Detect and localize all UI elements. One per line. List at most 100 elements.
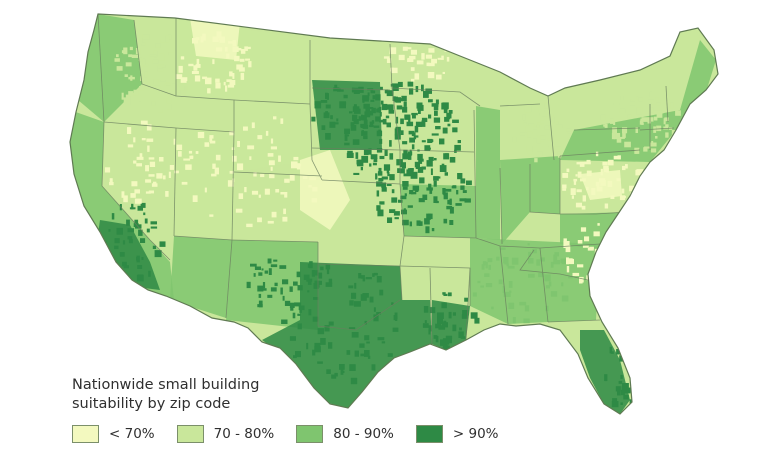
zip-patch-109 — [427, 138, 433, 143]
zip-patch-969 — [258, 293, 262, 298]
zip-patch-474 — [464, 342, 471, 345]
zip-patch-774 — [549, 116, 555, 124]
zip-patch-577 — [240, 49, 246, 54]
zip-patch-80 — [380, 86, 383, 90]
zip-patch-945 — [307, 290, 310, 293]
zip-patch-662 — [575, 202, 582, 208]
zip-patch-468 — [441, 302, 447, 309]
zip-patch-757 — [534, 158, 538, 163]
zip-patch-108 — [353, 172, 360, 175]
zip-patch-289 — [386, 184, 392, 186]
zip-patch-625 — [570, 188, 576, 195]
zip-patch-440 — [317, 361, 323, 364]
zip-patch-199 — [336, 118, 339, 122]
zip-patch-506 — [183, 158, 191, 161]
zip-patch-676 — [389, 47, 397, 55]
zip-patch-350 — [604, 374, 608, 382]
zip-patch-655 — [600, 179, 606, 186]
zip-patch-198 — [343, 94, 348, 99]
zip-patch-732 — [131, 181, 138, 187]
zip-patch-641 — [629, 185, 635, 192]
zip-patch-385 — [320, 266, 324, 271]
zip-patch-889 — [160, 38, 167, 43]
zip-patch-226 — [459, 198, 467, 202]
zip-patch-476 — [460, 336, 466, 339]
legend-items: < 70% 70 - 80% 80 - 90% > 90% — [72, 425, 542, 443]
zip-patch-336 — [114, 245, 119, 250]
zip-patch-432 — [360, 294, 367, 301]
zip-patch-18 — [435, 126, 441, 130]
zip-patch-314 — [137, 205, 143, 211]
zip-patch-788 — [610, 118, 614, 124]
zip-patch-272 — [404, 193, 407, 197]
zip-patch-535 — [273, 116, 277, 120]
zip-patch-645 — [576, 162, 583, 165]
zip-patch-723 — [147, 145, 150, 152]
zip-patch-799 — [675, 132, 679, 140]
zip-patch-831 — [656, 102, 661, 106]
zip-patch-98 — [411, 144, 415, 150]
zip-patch-62 — [371, 157, 374, 160]
zip-patch-451 — [297, 323, 302, 330]
zip-patch-525 — [283, 208, 286, 215]
zip-patch-766 — [536, 125, 540, 128]
zip-patch-746 — [526, 145, 533, 153]
zip-patch-529 — [181, 181, 188, 185]
zip-patch-650 — [573, 180, 577, 185]
zip-patch-139 — [404, 114, 411, 120]
zip-patch-252 — [426, 213, 433, 220]
zip-patch-765 — [542, 145, 549, 148]
zip-patch-689 — [402, 46, 408, 51]
zip-patch-991 — [601, 242, 608, 245]
zip-patch-710 — [133, 137, 136, 143]
zip-patch-964 — [261, 268, 264, 271]
zip-patch-207 — [380, 100, 384, 105]
zip-patch-387 — [362, 278, 366, 282]
zip-patch-447 — [352, 292, 355, 298]
zip-patch-772 — [548, 125, 551, 128]
zip-patch-209 — [358, 86, 364, 93]
zip-patch-6 — [444, 116, 450, 122]
zip-patch-819 — [653, 116, 658, 121]
zip-patch-800 — [627, 114, 632, 119]
zip-patch-999 — [579, 276, 584, 283]
zip-patch-434 — [391, 302, 394, 305]
zip-patch-874 — [508, 302, 515, 309]
zip-patch-934 — [128, 91, 134, 97]
zip-patch-284 — [433, 180, 437, 187]
zip-patch-677 — [416, 60, 424, 65]
zip-patch-719 — [159, 157, 164, 162]
zip-patch-636 — [596, 186, 603, 192]
zip-patch-245 — [379, 201, 385, 205]
zip-patch-898 — [153, 50, 158, 58]
zip-patch-778 — [647, 99, 655, 104]
zip-patch-31 — [422, 194, 428, 200]
zip-patch-228 — [401, 162, 406, 169]
zip-patch-642 — [623, 195, 626, 199]
zip-patch-564 — [312, 186, 318, 192]
zip-patch-194 — [375, 116, 381, 122]
zip-patch-401 — [354, 350, 359, 357]
zip-patch-158 — [454, 144, 461, 151]
zip-patch-406 — [308, 309, 312, 316]
zip-patch-104 — [379, 140, 382, 144]
zip-patch-120 — [435, 99, 439, 105]
zip-patch-295 — [383, 164, 391, 171]
zip-patch-861 — [503, 257, 509, 264]
zip-patch-346 — [638, 365, 645, 372]
zip-patch-755 — [533, 126, 537, 130]
zip-patch-842 — [553, 260, 561, 265]
zip-patch-563 — [246, 223, 253, 228]
zip-patch-854 — [528, 251, 532, 258]
zip-patch-247 — [396, 159, 403, 166]
zip-patch-956 — [254, 266, 261, 270]
zip-patch-45 — [376, 148, 383, 153]
zip-patch-373 — [619, 355, 624, 362]
zip-patch-837 — [528, 258, 534, 264]
zip-patch-960 — [307, 263, 313, 268]
zip-patch-206 — [376, 130, 383, 137]
zip-patch-270 — [443, 218, 448, 224]
zip-patch-552 — [271, 211, 277, 218]
zip-patch-752 — [554, 146, 562, 152]
zip-patch-741 — [537, 122, 542, 125]
